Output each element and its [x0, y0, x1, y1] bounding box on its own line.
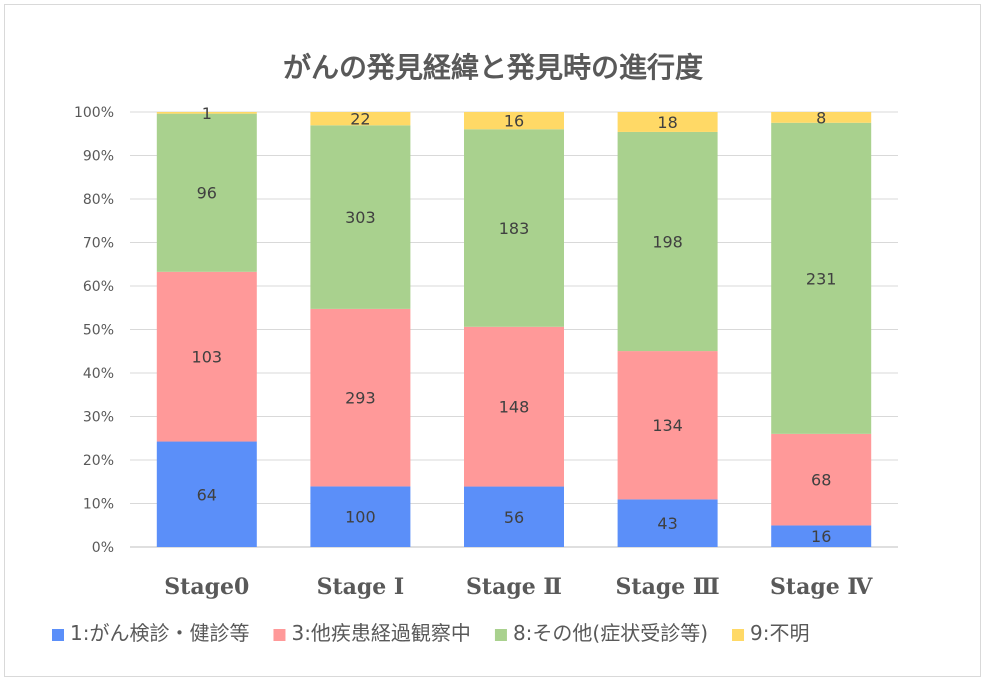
- data-label: 16: [504, 112, 524, 131]
- legend-label: 3:他疾患経過観察中: [291, 621, 470, 645]
- bar-segment: [156, 441, 257, 547]
- y-tick-label: 50%: [83, 323, 114, 339]
- x-tick-label: Stage Ⅳ: [770, 574, 873, 600]
- legend-swatch: [494, 629, 507, 641]
- y-tick-label: 90%: [83, 149, 114, 165]
- bar-segment: [771, 112, 872, 123]
- bar-segment: [771, 122, 872, 434]
- data-label: 64: [197, 485, 217, 504]
- legend-label: 9:不明: [750, 621, 809, 645]
- y-tick-label: 70%: [83, 236, 114, 252]
- x-tick-label: Stage0: [164, 574, 249, 600]
- data-label: 148: [499, 398, 530, 417]
- bar-segment: [464, 129, 564, 327]
- data-label: 103: [192, 348, 223, 367]
- y-tick-label: 40%: [83, 366, 114, 382]
- data-label: 18: [657, 113, 677, 132]
- data-label: 183: [499, 219, 530, 238]
- bar-segment: [310, 125, 411, 309]
- data-label: 293: [345, 389, 376, 408]
- bar-segment: [156, 271, 257, 442]
- data-label: 22: [350, 110, 370, 129]
- data-label: 8: [816, 108, 826, 127]
- bar-segment: [156, 113, 257, 272]
- y-tick-label: 80%: [83, 192, 114, 208]
- legend: 1:がん検診・健診等 3:他疾患経過観察中 8:その他(症状受診等) 9:不明: [52, 621, 809, 645]
- bar-segment: [464, 326, 564, 487]
- y-tick-label: 60%: [83, 279, 114, 295]
- y-tick-label: 0%: [92, 540, 114, 556]
- bar-segment: [771, 433, 872, 526]
- legend-label: 1:がん検診・健診等: [70, 621, 249, 645]
- bar-segment: [310, 486, 411, 547]
- legend-swatch: [52, 629, 64, 641]
- data-label: 1: [202, 104, 212, 123]
- data-label: 68: [811, 471, 831, 490]
- y-tick-label: 10%: [83, 497, 114, 513]
- data-label: 43: [657, 514, 677, 533]
- y-axis: 0% 10% 20% 30% 40% 50% 60% 70% 80% 90% 100%: [74, 105, 114, 556]
- x-tick-label: Stage Ⅱ: [466, 574, 562, 600]
- data-label: 231: [806, 269, 837, 288]
- legend-label: 8:その他(症状受診等): [513, 621, 708, 645]
- data-label: 303: [345, 208, 376, 227]
- bar-segment: [617, 131, 718, 352]
- bar-segment: [310, 112, 411, 126]
- data-label: 96: [197, 184, 217, 203]
- y-tick-label: 20%: [83, 453, 114, 469]
- data-label: 16: [811, 527, 831, 546]
- bar-segment: [464, 112, 564, 130]
- y-tick-label: 100%: [74, 105, 114, 121]
- bar-segment: [156, 112, 257, 114]
- bar-segment: [310, 308, 411, 487]
- bar-segment: [617, 499, 718, 547]
- bars: 64 103 96 1 100 293 303 22 56 148 183 16 43 134 198 18 1…: [156, 104, 872, 547]
- legend-swatch: [732, 629, 745, 641]
- x-axis: Stage0 Stage Ⅰ Stage Ⅱ Stage Ⅲ Stage Ⅳ: [164, 574, 873, 600]
- data-label: 198: [652, 233, 683, 252]
- y-tick-label: 30%: [83, 410, 114, 426]
- bar-segment: [464, 486, 564, 547]
- x-tick-label: Stage Ⅲ: [616, 574, 720, 600]
- data-label: 56: [504, 508, 524, 527]
- bar-segment: [617, 112, 718, 132]
- bar-segment: [617, 351, 718, 500]
- bar-segment: [771, 525, 872, 547]
- data-label: 134: [652, 416, 683, 435]
- legend-swatch: [273, 629, 286, 641]
- x-tick-label: Stage Ⅰ: [317, 574, 405, 600]
- data-label: 100: [345, 508, 376, 527]
- chart-title: がんの発見経緯と発見時の進行度: [283, 51, 703, 84]
